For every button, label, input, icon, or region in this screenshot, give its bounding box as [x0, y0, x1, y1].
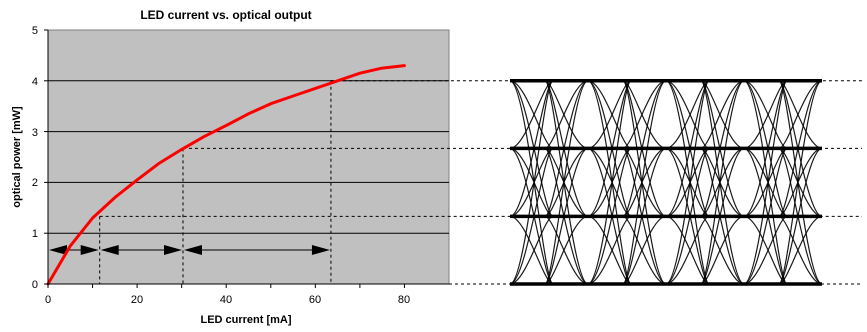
eye-trace — [544, 215, 589, 285]
axes — [47, 30, 449, 285]
grid-lines — [48, 80, 449, 234]
eye-trace — [778, 80, 823, 285]
eye-diagram — [509, 79, 823, 286]
eye-trace — [743, 80, 788, 149]
eye-trace — [743, 215, 788, 285]
eye-trace — [778, 80, 823, 285]
eye-trace — [700, 215, 745, 285]
plot-area — [47, 29, 450, 285]
eye-trace — [665, 215, 710, 285]
eye-trace — [743, 80, 788, 285]
x-tick-label: 40 — [220, 294, 232, 306]
eye-trace — [509, 80, 554, 285]
y-tick-label: 5 — [32, 25, 38, 37]
eye-trace — [544, 80, 589, 149]
y-tick-label: 0 — [32, 279, 38, 291]
y-tick-label: 1 — [32, 228, 38, 240]
current-arrows — [49, 244, 330, 255]
eye-trace — [544, 80, 589, 285]
led-curve-line — [46, 64, 406, 286]
eye-trace — [622, 80, 667, 285]
eye-trace — [700, 80, 745, 285]
eye-trace — [622, 80, 667, 285]
eye-trace — [743, 80, 788, 285]
y-tick-label: 3 — [32, 127, 38, 139]
x-axis-label: LED current [mA] — [200, 314, 291, 326]
eye-trace — [665, 80, 710, 285]
eye-trace — [778, 215, 823, 285]
eye-trace — [622, 215, 667, 285]
arrow-head-right — [311, 244, 330, 255]
curve-group — [46, 64, 406, 286]
eye-trace — [509, 80, 554, 285]
y-tick-label: 4 — [32, 76, 38, 88]
arrow-head-right — [80, 244, 99, 255]
arrow-head-left — [100, 244, 119, 255]
tick-marks — [44, 29, 405, 288]
eye-trace — [587, 80, 632, 285]
x-tick-label: 80 — [398, 294, 410, 306]
x-tick-label: 20 — [131, 294, 143, 306]
arrow-head-left — [184, 244, 203, 255]
eye-trace — [700, 80, 745, 285]
arrow-head-right — [164, 244, 183, 255]
eye-trace — [622, 80, 667, 149]
arrow-head-left — [49, 244, 67, 255]
eye-trace — [509, 80, 554, 149]
chart-title: LED current vs. optical output — [140, 8, 311, 22]
y-axis-label: optical power [mW] — [11, 106, 23, 208]
eye-trace — [665, 80, 710, 285]
eye-trace — [587, 215, 632, 285]
x-tick-label: 0 — [45, 294, 51, 306]
eye-trace — [544, 80, 589, 285]
eye-trace — [587, 80, 632, 285]
eye-trace — [700, 80, 745, 149]
x-tick-label: 60 — [309, 294, 321, 306]
eye-trace — [509, 215, 554, 285]
eye-trace — [587, 80, 632, 149]
eye-trace — [778, 80, 823, 149]
eye-trace — [665, 80, 710, 149]
y-tick-label: 2 — [32, 177, 38, 189]
